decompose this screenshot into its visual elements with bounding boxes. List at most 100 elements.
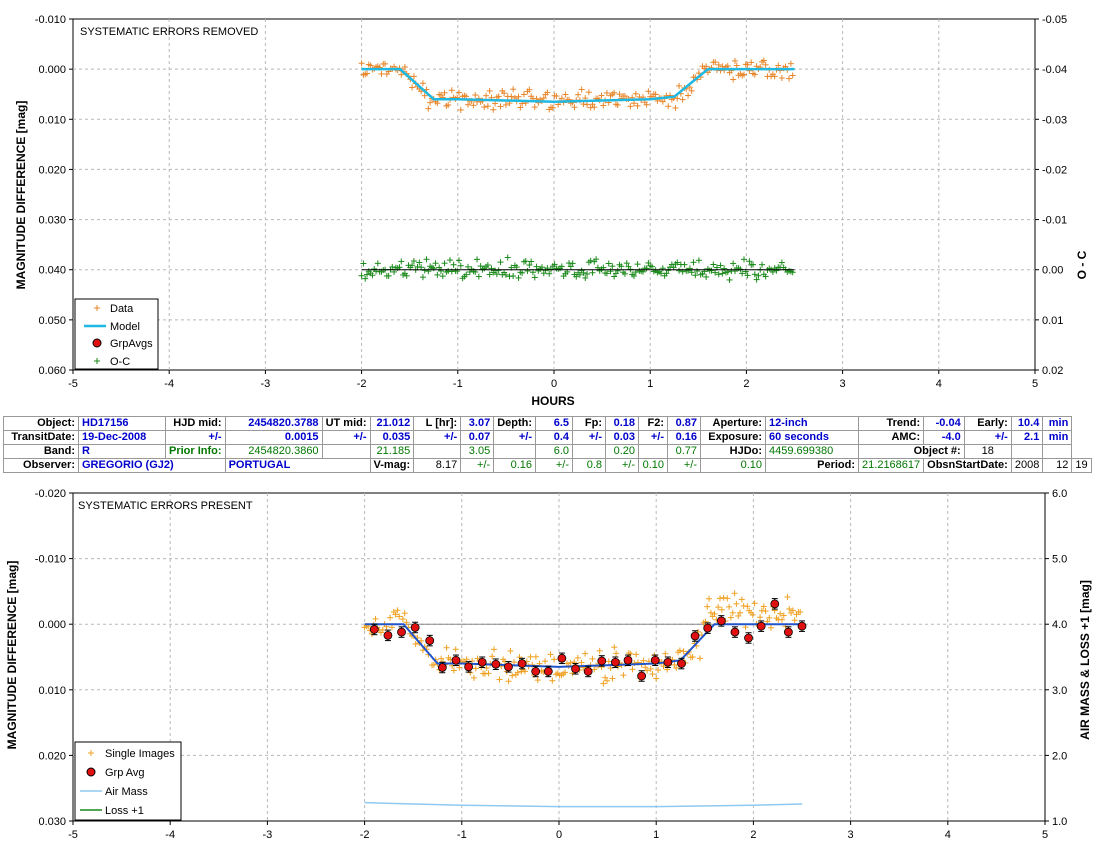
single-image-point (516, 654, 523, 661)
oc-point (681, 261, 688, 268)
obs-month: 12 (1042, 458, 1073, 473)
legend-loss-label: Loss +1 (105, 805, 144, 817)
oc-point (486, 271, 493, 278)
single-image-point (689, 653, 696, 660)
grp-avg-point (451, 654, 461, 667)
empty-cell (321, 444, 371, 459)
y-tick-label: 0.030 (38, 816, 66, 828)
legend-model-label: Model (110, 321, 140, 333)
grp-avg-point (425, 634, 435, 647)
top-y2-axis-label: O - C (1075, 250, 1089, 279)
legend-oc-marker (94, 358, 100, 364)
oc-point (385, 272, 392, 279)
oc-point (609, 263, 616, 270)
grp-avg-dot (504, 662, 513, 672)
ut-label: UT mid: (321, 416, 371, 431)
oc-point (421, 267, 428, 274)
prior-l: 3.05 (460, 444, 495, 459)
single-image-point (738, 596, 745, 603)
x-tick-label: -5 (68, 829, 78, 841)
data-point (786, 75, 793, 82)
grp-avg-dot (451, 655, 461, 665)
oc-point (634, 261, 641, 268)
grp-avg-point (504, 661, 513, 673)
early-err-unit: min (1042, 430, 1073, 445)
grp-avg-dot (770, 599, 780, 609)
f2-err-sign: +/- (638, 430, 669, 445)
top-panel: -5 -4 -3 -2 -1 0 1 2 3 4 5 -0.010 -0.05 0.000 -0.04 0.0… (14, 14, 1089, 408)
legend-oc-label: O-C (110, 356, 130, 368)
grp-avg-dot (690, 631, 700, 641)
single-image-point (532, 653, 539, 660)
trend-label: Trend: (858, 416, 925, 431)
single-image-point (611, 644, 618, 651)
data-point (515, 93, 522, 100)
grp-avg-dot (610, 657, 620, 667)
data-point (490, 106, 497, 113)
oc-point (409, 262, 416, 269)
oc-point (708, 267, 715, 274)
prior-f2: 0.77 (667, 444, 702, 459)
single-image-point (720, 594, 727, 601)
y2-tick-label: 5.0 (1052, 554, 1067, 566)
legend-grpavg-marker (86, 767, 96, 777)
observer-value: GREGORIO (GJ2) (78, 458, 226, 473)
data-point (703, 63, 710, 70)
top-x-axis-label: HOURS (531, 394, 574, 408)
oc-point (454, 268, 461, 275)
v3-err-value: 0.10 (638, 458, 669, 473)
y-tick-label: 0.040 (38, 265, 66, 277)
grp-avg-dot (756, 621, 766, 631)
prior-ut: 21.185 (369, 444, 415, 459)
x-tick-label: 0 (551, 378, 557, 390)
oc-point (773, 267, 780, 274)
oc-point (410, 258, 417, 265)
bottom-legend: Single Images Grp Avg Air Mass Loss +1 (74, 741, 182, 821)
hjd-label: HJD mid: (165, 416, 226, 431)
grp-avg-dot (517, 659, 527, 668)
single-image-point (729, 609, 736, 616)
grp-avg-dot (425, 636, 435, 645)
oc-point (533, 263, 540, 270)
oc-point (719, 270, 726, 277)
grp-avg-dot (437, 663, 447, 672)
fp-value: 0.18 (605, 416, 640, 431)
oc-point (576, 271, 583, 278)
single-image-point (489, 653, 496, 660)
single-image-point (470, 674, 477, 681)
data-point (445, 101, 452, 108)
single-image-point (780, 612, 787, 619)
grp-avg-dot (716, 616, 726, 626)
data-point (425, 105, 432, 112)
y2-tick-label: 2.0 (1052, 750, 1067, 762)
data-point (672, 104, 679, 111)
data-point (434, 100, 441, 107)
oc-point (603, 270, 610, 277)
legend-grpavgs-label: GrpAvgs (110, 338, 153, 350)
legend-single-label: Single Images (105, 748, 175, 760)
legend-grpavgs-marker (92, 338, 102, 348)
data-point (621, 93, 628, 100)
oc-point (778, 259, 785, 266)
x-tick-label: -4 (165, 829, 175, 841)
oc-point (744, 272, 751, 279)
oc-point (441, 260, 448, 267)
oc-point (621, 270, 628, 277)
grp-avg-dot (703, 623, 713, 633)
info-row: TransitDate: 19-Dec-2008 +/- 0.0015 +/- … (3, 430, 1092, 445)
x-tick-label: 3 (848, 829, 854, 841)
aperture-value: 12-inch (765, 416, 860, 431)
hjdo-value: 4459.699380 (765, 444, 860, 459)
data-point (419, 80, 426, 87)
single-image-point (379, 626, 386, 633)
x-tick-label: 2 (750, 829, 756, 841)
prior-label: Prior Info: (165, 444, 226, 459)
data-point (544, 89, 551, 96)
single-image-point (609, 675, 616, 682)
single-image-point (571, 659, 578, 666)
oc-point (789, 269, 796, 276)
v2-err-value: 0.8 (572, 458, 607, 473)
data-point (744, 61, 751, 68)
single-image-point (443, 644, 450, 651)
single-image-point (591, 666, 598, 673)
